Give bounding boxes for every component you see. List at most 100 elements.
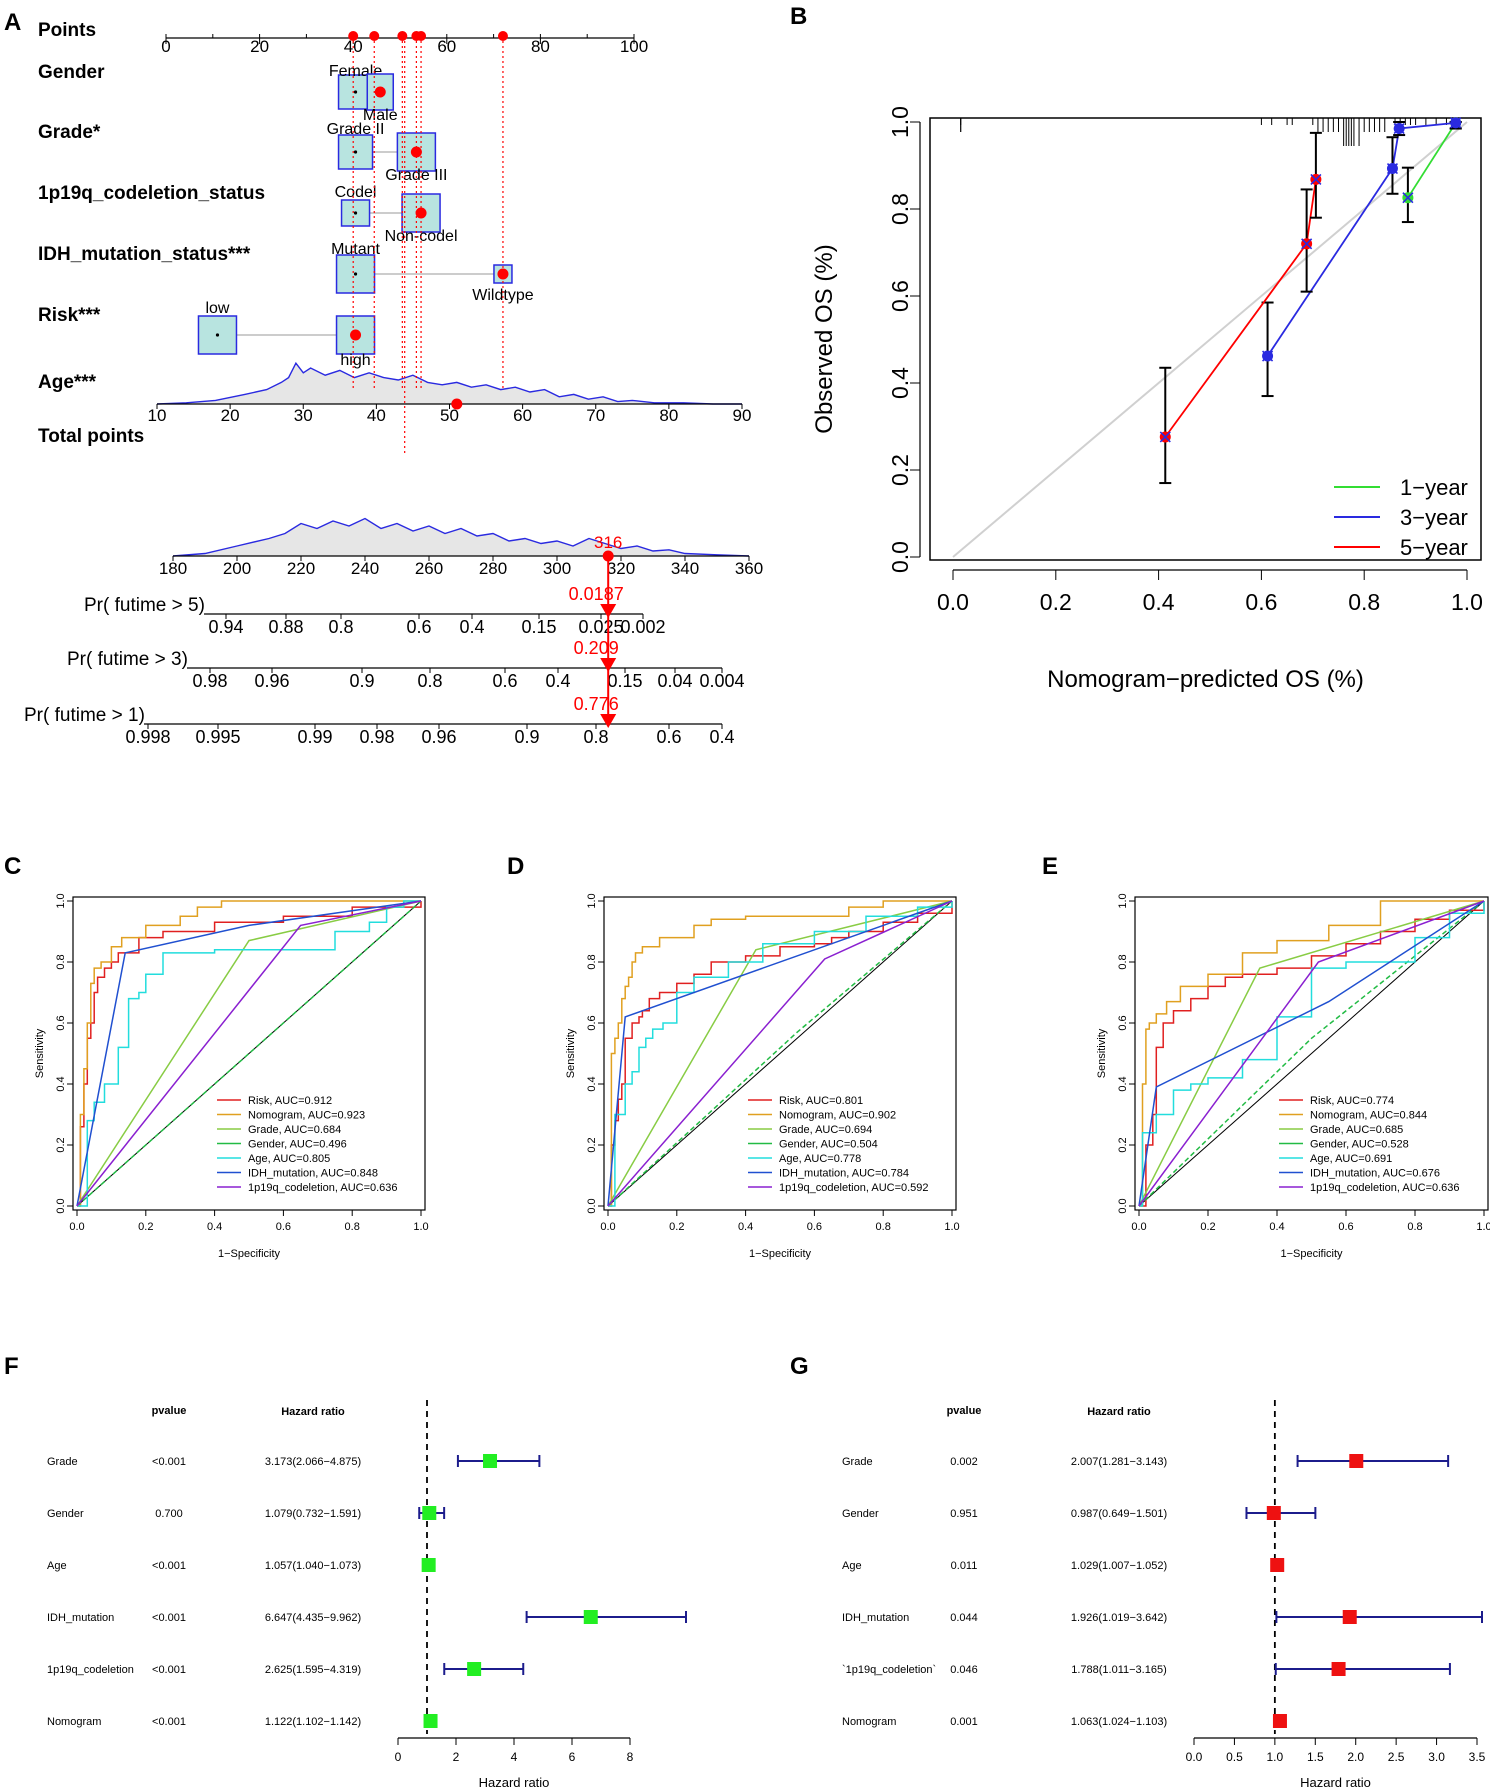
roc-legend-label: Age, AUC=0.691: [1310, 1153, 1392, 1165]
age-tick-label: 20: [221, 406, 240, 425]
roc-y-tick-label: 1.0: [586, 893, 598, 908]
panel-f-forest: pvalue Hazard ratio 0 2 4 6 8 Hazard ratio Grade…: [47, 1400, 687, 1789]
forest-point-marker: [423, 1714, 438, 1728]
roc-y-tick-label: 0.8: [55, 954, 67, 969]
roc-x-axis-title: 1−Specificity: [749, 1248, 812, 1260]
age-tick-label: 10: [148, 406, 167, 425]
probability-tick-label: 0.9: [514, 727, 539, 747]
forest-row-hr-text: 1.926(1.019−3.642): [1071, 1612, 1167, 1624]
roc-y-tick-label: 0.4: [1117, 1076, 1129, 1091]
roc-y-tick-label: 0.4: [586, 1076, 598, 1091]
roc-y-tick-label: 0.0: [1117, 1198, 1129, 1213]
roc-y-tick-label: 0.4: [55, 1076, 67, 1091]
probability-value: 0.776: [574, 694, 619, 714]
forest-point-marker: [422, 1506, 437, 1520]
forest-row-pvalue: 0.700: [155, 1508, 183, 1520]
forest-x-tick-label: 0: [395, 1750, 402, 1764]
probability-tick-label: 0.4: [545, 671, 570, 691]
forest-row-name: Grade: [842, 1456, 873, 1468]
panel-e-roc: 0.00.0 0.2 0.2 0.4 0.4 0.6 0.6 0.8 0.8 1.0 1.0 1−Sp…: [1096, 893, 1490, 1260]
panel-g-forest: pvalue Hazard ratio 0.0 0.5 1.0 1.5 2.0 2.5 3.0 3…: [842, 1400, 1486, 1789]
calibration-x-marker: [1402, 192, 1414, 204]
forest-row-pvalue: 0.002: [950, 1456, 978, 1468]
ideal-diagonal: [952, 121, 1468, 558]
variable-label: Risk***: [38, 305, 101, 326]
roc-x-tick-label: 0.4: [207, 1221, 222, 1233]
forest-row-pvalue: <0.001: [152, 1612, 186, 1624]
x-tick-label: 0.6: [1245, 589, 1277, 615]
roc-curve: [76, 900, 422, 1207]
roc-legend-label: Age, AUC=0.805: [248, 1153, 330, 1165]
roc-curve: [607, 900, 953, 1207]
roc-x-tick-label: 0.0: [69, 1221, 84, 1233]
total-tick-label: 320: [607, 559, 635, 578]
roc-y-tick-label: 0.8: [1117, 954, 1129, 969]
level-selected-dot: [374, 86, 386, 98]
total-tick-label: 260: [415, 559, 443, 578]
forest-header-hr: Hazard ratio: [1087, 1406, 1151, 1418]
roc-curve: [1138, 900, 1485, 1207]
forest-point-marker: [1266, 1506, 1281, 1520]
points-label: Points: [38, 20, 96, 41]
forest-x-tick-label: 1.5: [1307, 1750, 1324, 1764]
level-dot: [353, 150, 358, 154]
y-tick-label: 0.6: [887, 280, 913, 312]
roc-y-tick-label: 0.2: [1117, 1137, 1129, 1152]
probability-tick-label: 0.88: [268, 617, 303, 637]
roc-curve: [77, 900, 421, 1207]
total-tick-label: 340: [671, 559, 699, 578]
panel-letter-g: G: [790, 1353, 809, 1380]
forest-point-marker: [467, 1662, 482, 1676]
x-axis-title: Nomogram−predicted OS (%): [1047, 666, 1364, 693]
probability-tick-label: 0.4: [459, 617, 484, 637]
forest-x-axis-title: Hazard ratio: [479, 1775, 550, 1789]
level-box: [340, 199, 371, 227]
variable-label: Gender: [38, 62, 105, 83]
forest-x-tick-label: 8: [627, 1750, 634, 1764]
forest-row-hr-text: 2.007(1.281−3.143): [1071, 1456, 1167, 1468]
probability-label: Pr( futime > 5): [84, 595, 205, 616]
legend-label: 3−year: [1400, 505, 1468, 530]
age-tick-label: 70: [586, 406, 605, 425]
forest-header-pvalue: pvalue: [947, 1405, 982, 1417]
roc-curve: [77, 900, 421, 1207]
age-selected-dot: [451, 398, 463, 410]
roc-y-tick-label: 0.6: [1117, 1015, 1129, 1030]
roc-curve: [1139, 901, 1485, 1207]
forest-x-tick-label: 3.5: [1469, 1750, 1486, 1764]
y-tick-label: 0.8: [887, 193, 913, 225]
roc-x-tick-label: 0.8: [345, 1221, 360, 1233]
roc-curve: [1138, 900, 1485, 1207]
x-tick-label: 0.0: [937, 589, 969, 615]
forest-row-hr-text: 1.079(0.732−1.591): [265, 1508, 361, 1520]
total-tick-label: 280: [479, 559, 507, 578]
probability-tick-label: 0.998: [125, 727, 170, 747]
forest-header-hr: Hazard ratio: [281, 1406, 345, 1418]
level-selected-dot: [350, 329, 362, 341]
probability-tick-label: 0.025: [578, 617, 623, 637]
age-tick-label: 40: [367, 406, 386, 425]
roc-x-tick-label: 1.0: [944, 1221, 959, 1233]
calibration-line: [1407, 122, 1457, 199]
forest-x-tick-label: 1.0: [1267, 1750, 1284, 1764]
roc-legend-label: Nomogram, AUC=0.902: [779, 1110, 896, 1122]
roc-curve: [1138, 900, 1485, 1207]
roc-x-tick-label: 0.2: [1200, 1221, 1215, 1233]
roc-y-axis-title: Sensitivity: [34, 1028, 46, 1078]
panel-letters: A B C D E F G: [4, 3, 1058, 1380]
total-tick-label: 180: [159, 559, 187, 578]
forest-point-marker: [421, 1558, 436, 1572]
forest-row-name: Gender: [47, 1508, 84, 1520]
roc-x-tick-label: 1.0: [1476, 1221, 1490, 1233]
probability-tick-label: 0.004: [699, 671, 744, 691]
level-label: Mutant: [331, 241, 380, 258]
roc-legend-label: Age, AUC=0.778: [779, 1153, 861, 1165]
roc-legend-label: IDH_mutation, AUC=0.848: [248, 1168, 378, 1180]
forest-row-hr-text: 0.987(0.649−1.501): [1071, 1508, 1167, 1520]
forest-row-hr-text: 6.647(4.435−9.962): [265, 1612, 361, 1624]
y-tick-label: 0.4: [887, 367, 913, 399]
roc-y-axis-title: Sensitivity: [1096, 1028, 1108, 1078]
total-tick-label: 200: [223, 559, 251, 578]
probability-tick-label: 0.4: [709, 727, 734, 747]
legend-label: 5−year: [1400, 535, 1468, 560]
